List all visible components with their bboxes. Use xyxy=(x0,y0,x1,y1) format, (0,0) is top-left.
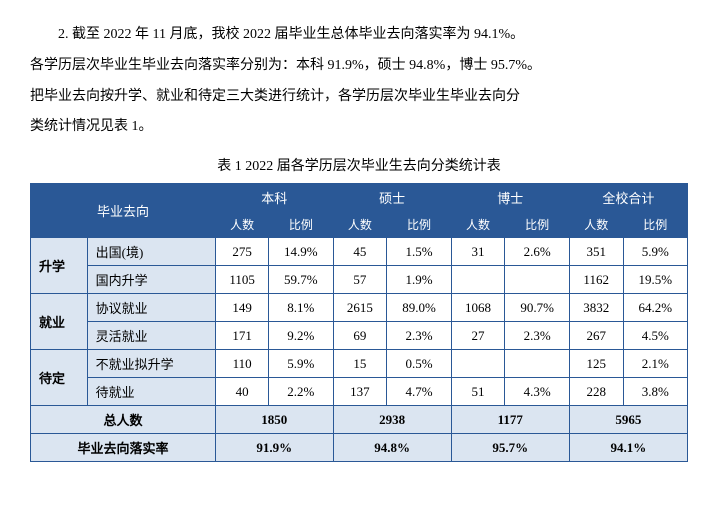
col-main: 毕业去向 xyxy=(31,184,216,238)
cell-pct: 2.2% xyxy=(269,378,333,406)
cell-count: 171 xyxy=(216,322,269,350)
total-cell: 5965 xyxy=(569,406,687,434)
cell-count: 31 xyxy=(451,238,505,266)
table-row: 就业协议就业1498.1%261589.0%106890.7%383264.2% xyxy=(31,294,688,322)
cell-count: 45 xyxy=(333,238,387,266)
cell-count: 125 xyxy=(569,350,623,378)
rate-label: 毕业去向落实率 xyxy=(31,434,216,462)
cell-count: 1162 xyxy=(569,266,623,294)
table-row: 升学出国(境)27514.9%451.5%312.6%3515.9% xyxy=(31,238,688,266)
cell-pct: 4.5% xyxy=(623,322,687,350)
cell-count: 137 xyxy=(333,378,387,406)
cell-count: 351 xyxy=(569,238,623,266)
cell-count: 51 xyxy=(451,378,505,406)
cell-count: 15 xyxy=(333,350,387,378)
cell-count: 275 xyxy=(216,238,269,266)
cell-count: 1068 xyxy=(451,294,505,322)
total-cell: 2938 xyxy=(333,406,451,434)
sub-pct-1: 比例 xyxy=(269,212,333,238)
cell-pct: 1.9% xyxy=(387,266,451,294)
stats-table: 毕业去向 本科 硕士 博士 全校合计 人数 比例 人数 比例 人数 比例 人数 … xyxy=(30,183,688,462)
cell-pct xyxy=(505,266,569,294)
cell-pct: 4.7% xyxy=(387,378,451,406)
cell-pct: 19.5% xyxy=(623,266,687,294)
rate-cell: 95.7% xyxy=(451,434,569,462)
cell-pct: 5.9% xyxy=(623,238,687,266)
sub-count-1: 人数 xyxy=(216,212,269,238)
cell-count: 27 xyxy=(451,322,505,350)
rate-cell: 94.1% xyxy=(569,434,687,462)
cell-pct: 2.3% xyxy=(387,322,451,350)
cell-count: 69 xyxy=(333,322,387,350)
rate-row: 毕业去向落实率91.9%94.8%95.7%94.1% xyxy=(31,434,688,462)
cell-pct: 3.8% xyxy=(623,378,687,406)
cell-pct: 0.5% xyxy=(387,350,451,378)
group-label: 升学 xyxy=(31,238,88,294)
cell-count: 2615 xyxy=(333,294,387,322)
cell-pct: 2.1% xyxy=(623,350,687,378)
table-row: 国内升学110559.7%571.9% 116219.5% xyxy=(31,266,688,294)
sub-pct-2: 比例 xyxy=(387,212,451,238)
cell-pct: 59.7% xyxy=(269,266,333,294)
cell-pct: 90.7% xyxy=(505,294,569,322)
paragraph-line4: 类统计情况见表 1。 xyxy=(30,112,688,143)
table-row: 待就业402.2%1374.7%514.3%2283.8% xyxy=(31,378,688,406)
cell-count: 149 xyxy=(216,294,269,322)
cell-pct: 9.2% xyxy=(269,322,333,350)
total-cell: 1177 xyxy=(451,406,569,434)
col-doctor: 博士 xyxy=(451,184,569,212)
col-master: 硕士 xyxy=(333,184,451,212)
paragraph-line3: 把毕业去向按升学、就业和待定三大类进行统计，各学历层次毕业生毕业去向分 xyxy=(30,82,688,113)
row-label: 灵活就业 xyxy=(87,322,215,350)
table-row: 待定不就业拟升学1105.9%150.5%1252.1% xyxy=(31,350,688,378)
table-caption: 表 1 2022 届各学历层次毕业生去向分类统计表 xyxy=(30,155,688,175)
cell-pct xyxy=(505,350,569,378)
group-label: 待定 xyxy=(31,350,88,406)
cell-pct: 4.3% xyxy=(505,378,569,406)
paragraph-line1: 2. 截至 2022 年 11 月底，我校 2022 届毕业生总体毕业去向落实率… xyxy=(30,20,688,51)
rate-cell: 94.8% xyxy=(333,434,451,462)
group-label: 就业 xyxy=(31,294,88,350)
cell-pct: 89.0% xyxy=(387,294,451,322)
col-undergrad: 本科 xyxy=(216,184,334,212)
sub-count-4: 人数 xyxy=(569,212,623,238)
sub-count-2: 人数 xyxy=(333,212,387,238)
row-label: 出国(境) xyxy=(87,238,215,266)
cell-count: 3832 xyxy=(569,294,623,322)
cell-count xyxy=(451,266,505,294)
paragraph-line2: 各学历层次毕业生毕业去向落实率分别为：本科 91.9%，硕士 94.8%，博士 … xyxy=(30,51,688,82)
table-row: 灵活就业1719.2%692.3%272.3%2674.5% xyxy=(31,322,688,350)
cell-pct: 2.6% xyxy=(505,238,569,266)
rate-cell: 91.9% xyxy=(216,434,334,462)
cell-count: 40 xyxy=(216,378,269,406)
sub-pct-4: 比例 xyxy=(623,212,687,238)
cell-pct: 5.9% xyxy=(269,350,333,378)
cell-count xyxy=(451,350,505,378)
cell-count: 267 xyxy=(569,322,623,350)
sub-pct-3: 比例 xyxy=(505,212,569,238)
cell-count: 110 xyxy=(216,350,269,378)
total-row: 总人数1850293811775965 xyxy=(31,406,688,434)
sub-count-3: 人数 xyxy=(451,212,505,238)
row-label: 国内升学 xyxy=(87,266,215,294)
cell-pct: 8.1% xyxy=(269,294,333,322)
cell-count: 57 xyxy=(333,266,387,294)
cell-pct: 64.2% xyxy=(623,294,687,322)
cell-pct: 2.3% xyxy=(505,322,569,350)
total-label: 总人数 xyxy=(31,406,216,434)
row-label: 待就业 xyxy=(87,378,215,406)
cell-pct: 14.9% xyxy=(269,238,333,266)
row-label: 不就业拟升学 xyxy=(87,350,215,378)
cell-count: 1105 xyxy=(216,266,269,294)
col-total: 全校合计 xyxy=(569,184,687,212)
cell-count: 228 xyxy=(569,378,623,406)
row-label: 协议就业 xyxy=(87,294,215,322)
cell-pct: 1.5% xyxy=(387,238,451,266)
total-cell: 1850 xyxy=(216,406,334,434)
